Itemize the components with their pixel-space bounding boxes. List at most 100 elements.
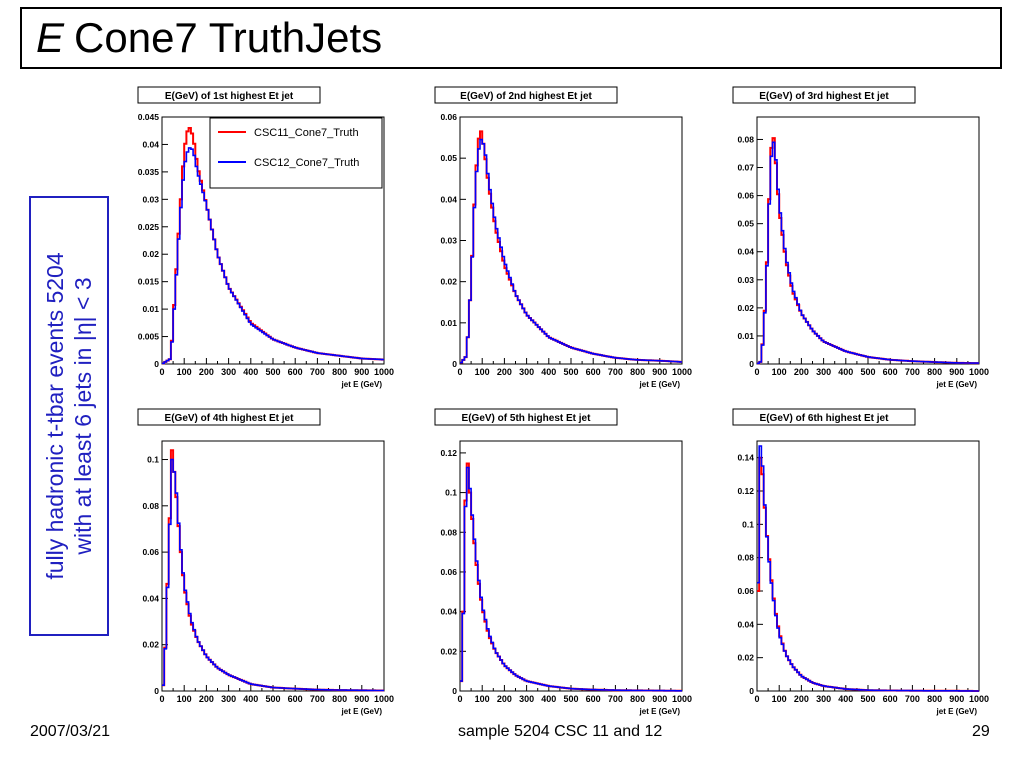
x-tick-label: 0	[754, 367, 759, 377]
x-tick-label: 500	[860, 694, 875, 704]
series-csc11	[757, 456, 979, 692]
x-tick-label: 500	[563, 367, 578, 377]
histogram-title: E(GeV) of 5th highest Et jet	[462, 413, 592, 424]
histogram-title: E(GeV) of 1st highest Et jet	[165, 91, 294, 102]
y-tick-label: 0.12	[737, 486, 754, 496]
plot-frame	[459, 116, 683, 365]
y-tick-label: 0.005	[138, 332, 160, 342]
x-tick-label: 800	[630, 694, 645, 704]
y-tick-label: 0.04	[142, 139, 159, 149]
y-tick-label: 0.01	[737, 331, 754, 341]
plot-frame	[459, 440, 683, 692]
series-csc12	[460, 466, 682, 692]
footer-page-number: 29	[972, 723, 990, 740]
y-tick-label: 0.04	[737, 619, 754, 629]
x-axis-label: jet E (GeV)	[639, 707, 681, 716]
x-tick-label: 1000	[374, 694, 394, 704]
x-tick-label: 900	[949, 367, 964, 377]
x-tick-label: 200	[794, 694, 809, 704]
y-tick-label: 0.06	[440, 112, 457, 122]
y-tick-label: 0.02	[440, 646, 457, 656]
y-tick-label: 0.03	[737, 275, 754, 285]
slide-title-italic: E	[36, 14, 65, 61]
x-tick-label: 200	[794, 367, 809, 377]
x-tick-label: 0	[754, 694, 759, 704]
x-tick-label: 600	[586, 694, 601, 704]
y-tick-label: 0	[749, 686, 754, 696]
y-tick-label: 0.025	[138, 222, 160, 232]
x-tick-label: 200	[497, 694, 512, 704]
footer-sample: sample 5204 CSC 11 and 12	[458, 723, 663, 740]
x-tick-label: 600	[883, 367, 898, 377]
y-tick-label: 0.03	[440, 236, 457, 246]
x-tick-label: 200	[199, 694, 214, 704]
series-csc12	[162, 458, 384, 692]
histogram-4: E(GeV) of 4th highest Et jet 0 100 200 300 40…	[137, 408, 394, 716]
y-tick-label: 0.01	[440, 318, 457, 328]
y-tick-label: 0.04	[737, 247, 754, 257]
series-csc11	[162, 449, 384, 692]
x-tick-label: 900	[652, 367, 667, 377]
series-csc12	[162, 147, 384, 365]
x-tick-label: 200	[199, 367, 214, 377]
x-tick-label: 500	[265, 367, 280, 377]
slide-title: E Cone7 TruthJets	[20, 7, 1002, 69]
x-tick-label: 800	[332, 694, 347, 704]
x-tick-label: 100	[177, 694, 192, 704]
x-tick-label: 400	[243, 367, 258, 377]
y-tick-label: 0	[749, 359, 754, 369]
y-tick-label: 0.035	[138, 167, 160, 177]
series-csc11	[460, 130, 682, 364]
histogram-5: E(GeV) of 5th highest Et jet 0 100 200 300 40…	[434, 408, 692, 716]
y-tick-label: 0.08	[737, 553, 754, 563]
y-tick-label: 0.08	[440, 527, 457, 537]
x-tick-label: 100	[772, 367, 787, 377]
y-tick-label: 0.05	[737, 219, 754, 229]
x-tick-label: 1000	[374, 367, 394, 377]
y-tick-label: 0.04	[142, 593, 159, 603]
x-tick-label: 100	[772, 694, 787, 704]
y-tick-label: 0	[452, 686, 457, 696]
y-tick-label: 0.1	[147, 455, 159, 465]
x-tick-label: 200	[497, 367, 512, 377]
histogram-title-box	[434, 408, 618, 426]
x-tick-label: 900	[354, 367, 369, 377]
plot-frame	[756, 116, 980, 365]
histogram-title: E(GeV) of 2nd highest Et jet	[460, 91, 592, 102]
x-tick-label: 600	[883, 694, 898, 704]
x-tick-label: 400	[541, 694, 556, 704]
x-tick-label: 600	[586, 367, 601, 377]
histogram-1: E(GeV) of 1st highest Et jet 0 100 200 300 40…	[137, 86, 394, 389]
histogram-title-box	[137, 408, 321, 426]
series-csc12	[460, 138, 682, 364]
y-tick-label: 0.02	[737, 303, 754, 313]
x-tick-label: 1000	[969, 367, 989, 377]
footer-date: 2007/03/21	[30, 723, 111, 740]
y-tick-label: 0.04	[440, 607, 457, 617]
y-tick-label: 0.06	[142, 547, 159, 557]
y-tick-label: 0.1	[445, 488, 457, 498]
histogram-title-box	[732, 408, 916, 426]
x-tick-label: 300	[816, 694, 831, 704]
x-axis-label: jet E (GeV)	[936, 380, 978, 389]
x-tick-label: 800	[927, 694, 942, 704]
y-tick-label: 0	[452, 359, 457, 369]
plot-frame	[161, 440, 385, 692]
x-tick-label: 400	[541, 367, 556, 377]
y-tick-label: 0	[154, 686, 159, 696]
x-tick-label: 1000	[969, 694, 989, 704]
y-tick-label: 0.08	[142, 501, 159, 511]
x-tick-label: 800	[630, 367, 645, 377]
x-tick-label: 700	[905, 367, 920, 377]
y-tick-label: 0.1	[742, 519, 754, 529]
x-tick-label: 400	[838, 694, 853, 704]
x-tick-label: 400	[243, 694, 258, 704]
series-csc12	[757, 445, 979, 692]
histogram-title-box	[434, 86, 618, 104]
x-tick-label: 900	[354, 694, 369, 704]
histogram-3: E(GeV) of 3rd highest Et jet 0 100 200 300 40…	[732, 86, 989, 389]
y-tick-label: 0.02	[142, 249, 159, 259]
y-tick-label: 0.03	[142, 194, 159, 204]
histogram-2: E(GeV) of 2nd highest Et jet 0 100 200 300 40…	[434, 86, 692, 389]
